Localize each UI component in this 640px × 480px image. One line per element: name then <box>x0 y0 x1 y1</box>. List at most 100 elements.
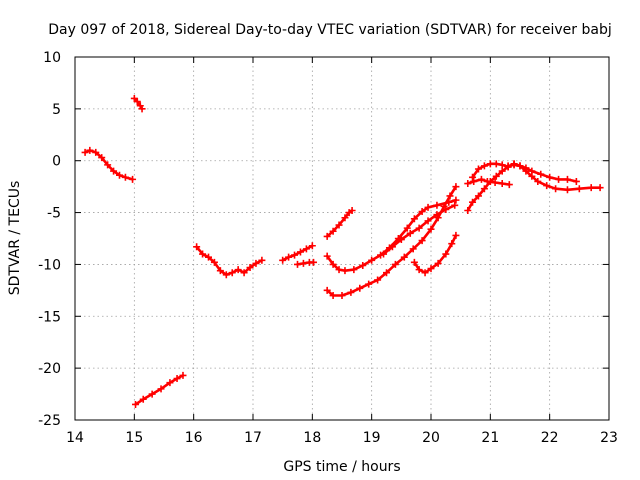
data-point-marker <box>210 258 218 266</box>
data-point-marker <box>552 185 560 193</box>
data-point-marker <box>442 250 450 258</box>
data-point-marker <box>391 260 399 268</box>
data-point-marker <box>133 98 141 106</box>
y-tick-labels: -25 -20 -15 -10 -5 0 5 10 <box>38 50 61 429</box>
data-point-marker <box>452 196 460 204</box>
data-point-marker <box>510 161 518 169</box>
data-point-marker <box>587 184 595 192</box>
data-point-marker <box>470 177 478 185</box>
data-point-marker <box>406 229 414 237</box>
data-point-marker <box>446 192 454 200</box>
data-point-marker <box>193 243 201 251</box>
data-point-marker <box>296 248 304 256</box>
data-point-marker <box>86 146 94 154</box>
data-series <box>81 94 604 408</box>
data-point-marker <box>397 236 405 244</box>
data-point-marker <box>409 245 417 253</box>
series-arc-5 <box>279 242 316 264</box>
data-point-marker <box>505 181 513 189</box>
data-point-marker <box>350 266 358 274</box>
x-tick-label: 20 <box>422 430 440 446</box>
data-point-marker <box>410 215 418 223</box>
data-point-marker <box>424 217 432 225</box>
data-point-marker <box>216 267 224 275</box>
data-point-marker <box>474 192 482 200</box>
data-point-marker <box>492 172 500 180</box>
data-point-marker <box>492 160 500 168</box>
data-point-marker <box>92 148 100 156</box>
plot-frame <box>74 56 610 421</box>
data-point-marker <box>308 242 316 250</box>
data-point-marker <box>121 173 129 181</box>
data-point-marker <box>491 178 499 186</box>
data-point-marker <box>323 232 331 240</box>
data-point-marker <box>116 171 123 179</box>
data-point-marker <box>516 162 524 170</box>
data-point-marker <box>388 243 396 251</box>
series-arc-15 <box>504 161 604 194</box>
data-point-marker <box>434 259 442 267</box>
series-arc-1 <box>81 146 137 183</box>
data-point-marker <box>329 292 337 300</box>
data-point-marker <box>498 161 506 169</box>
data-point-marker <box>546 173 554 181</box>
x-tick-label: 15 <box>125 430 143 446</box>
data-point-marker <box>365 280 373 288</box>
series-arc-10 <box>380 201 459 258</box>
data-point-marker <box>403 224 411 232</box>
data-point-marker <box>157 385 165 393</box>
data-point-marker <box>380 250 388 258</box>
y-tick-label: -20 <box>38 361 61 377</box>
data-point-marker <box>452 231 460 239</box>
series-arc-11 <box>410 231 460 277</box>
data-point-marker <box>302 245 310 253</box>
data-point-marker <box>433 211 441 219</box>
x-tick-label: 16 <box>185 430 203 446</box>
x-tick-label: 23 <box>600 430 618 446</box>
data-point-marker <box>246 264 254 272</box>
data-point-marker <box>442 205 450 213</box>
data-point-marker <box>139 395 147 403</box>
data-point-marker <box>205 253 212 261</box>
data-point-marker <box>299 259 307 267</box>
series-arc-7 <box>323 206 356 240</box>
data-point-marker <box>338 292 346 300</box>
x-tick-label: 22 <box>541 430 559 446</box>
data-point-marker <box>415 266 423 274</box>
data-point-marker <box>222 271 230 279</box>
data-point-marker <box>129 175 137 183</box>
y-axis-label: SDTVAR / TECUs <box>7 181 23 296</box>
data-point-marker <box>464 206 472 214</box>
data-point-marker <box>418 237 426 245</box>
data-point-marker <box>427 265 435 273</box>
data-point-marker <box>415 224 423 232</box>
data-point-marker <box>534 177 542 185</box>
data-point-marker <box>498 180 506 188</box>
data-point-marker <box>374 276 382 284</box>
x-axis-label: GPS time / hours <box>283 459 400 475</box>
data-point-marker <box>469 198 477 206</box>
series-arc-3 <box>132 371 187 408</box>
data-point-marker <box>359 261 367 269</box>
data-point-marker <box>480 185 488 193</box>
x-tick-labels: 14 15 16 17 18 19 20 21 22 23 <box>66 430 618 446</box>
data-point-marker <box>480 162 488 170</box>
data-point-marker <box>132 400 140 408</box>
data-point-marker <box>341 214 349 222</box>
data-point-marker <box>323 286 331 294</box>
data-point-marker <box>335 266 343 274</box>
data-point-marker <box>528 172 536 180</box>
data-point-marker <box>356 284 364 292</box>
data-point-marker <box>199 250 207 258</box>
data-point-marker <box>329 227 337 235</box>
x-tick-label: 17 <box>244 430 262 446</box>
data-point-marker <box>400 253 408 261</box>
y-tick-label: 5 <box>52 102 61 118</box>
data-point-marker <box>323 252 331 260</box>
data-point-marker <box>410 258 418 266</box>
data-point-marker <box>285 253 293 261</box>
data-point-marker <box>341 267 349 275</box>
data-point-marker <box>543 182 551 190</box>
data-point-marker <box>383 269 390 277</box>
data-point-marker <box>522 167 530 175</box>
